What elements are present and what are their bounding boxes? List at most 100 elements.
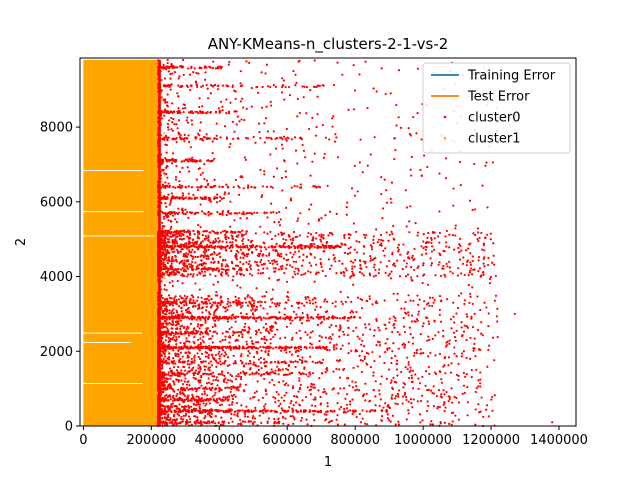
cluster0-point xyxy=(177,388,180,391)
cluster0-point xyxy=(177,95,180,98)
cluster0-point xyxy=(166,101,169,104)
cluster0-point xyxy=(442,335,445,338)
cluster1-point xyxy=(148,310,151,313)
cluster0-point xyxy=(162,376,165,379)
cluster0-point xyxy=(349,403,352,406)
cluster0-point xyxy=(210,261,213,264)
cluster0-point xyxy=(250,239,253,243)
cluster0-point xyxy=(187,134,190,137)
cluster0-point xyxy=(496,335,499,339)
cluster0-point xyxy=(181,399,184,402)
cluster0-point xyxy=(480,396,483,399)
cluster0-point xyxy=(342,387,346,390)
cluster0-point xyxy=(348,233,351,236)
cluster0-point xyxy=(160,280,163,283)
cluster0-point xyxy=(390,230,393,233)
cluster0-point xyxy=(161,276,164,279)
cluster0-point xyxy=(443,364,446,367)
cluster0-point xyxy=(185,340,188,343)
cluster0-point xyxy=(279,349,283,352)
cluster0-point xyxy=(250,251,254,254)
cluster0-point xyxy=(424,316,428,319)
cluster0-point xyxy=(164,166,168,169)
cluster0-point xyxy=(419,168,422,172)
cluster0-point xyxy=(466,315,469,318)
cluster0-point xyxy=(391,232,394,235)
cluster0-point xyxy=(339,327,342,330)
cluster0-point xyxy=(347,351,350,355)
cluster0-point xyxy=(253,304,256,307)
cluster0-point xyxy=(445,241,448,244)
cluster1-point xyxy=(153,212,156,214)
cluster0-point xyxy=(299,383,302,387)
cluster0-point xyxy=(181,107,184,110)
cluster0-point xyxy=(230,412,233,416)
cluster0-point xyxy=(186,116,189,119)
cluster0-point xyxy=(473,162,476,166)
cluster0-point xyxy=(372,266,376,269)
cluster0-point xyxy=(180,324,184,327)
cluster0-point xyxy=(164,181,167,184)
cluster0-point xyxy=(241,242,245,245)
cluster0-point xyxy=(210,349,213,352)
cluster0-point xyxy=(169,386,173,390)
cluster0-point xyxy=(169,201,172,204)
cluster0-point xyxy=(401,402,404,405)
cluster0-point xyxy=(188,317,191,320)
cluster0-point xyxy=(199,368,202,371)
cluster0-point xyxy=(192,366,195,369)
cluster0-point xyxy=(171,152,175,155)
cluster0-point xyxy=(170,116,173,120)
cluster1-point xyxy=(163,132,165,135)
cluster0-point xyxy=(463,299,467,302)
cluster0-point xyxy=(162,234,166,238)
cluster0-point xyxy=(285,127,288,131)
cluster1-point xyxy=(146,110,149,113)
cluster0-point xyxy=(292,394,296,398)
cluster0-point xyxy=(268,381,271,384)
cluster0-point xyxy=(165,373,168,376)
cluster0-point xyxy=(255,305,259,309)
cluster0-point xyxy=(161,225,164,228)
cluster1-point xyxy=(151,261,154,264)
cluster0-point xyxy=(482,270,485,274)
cluster0-point xyxy=(202,387,205,390)
cluster0-point xyxy=(204,399,208,402)
cluster0-point xyxy=(255,331,259,334)
cluster1-point xyxy=(153,421,155,424)
cluster0-point xyxy=(379,398,382,401)
cluster0-point xyxy=(285,253,288,256)
cluster0-point xyxy=(157,307,160,310)
cluster0-point xyxy=(206,243,209,246)
cluster1-point xyxy=(151,285,154,287)
cluster0-point xyxy=(186,235,189,238)
cluster0-point xyxy=(466,401,469,404)
cluster0-point xyxy=(272,335,275,339)
cluster0-point xyxy=(172,423,175,426)
cluster0-point xyxy=(265,63,268,66)
cluster0-point xyxy=(461,334,464,337)
cluster0-point xyxy=(290,353,293,356)
cluster0-point xyxy=(496,307,499,310)
cluster0-point xyxy=(241,420,245,423)
cluster0-point xyxy=(157,291,160,294)
cluster0-point xyxy=(168,358,171,361)
cluster0-point xyxy=(172,233,175,236)
cluster0-point xyxy=(458,243,461,246)
cluster0-point xyxy=(313,152,316,155)
cluster0-point xyxy=(179,361,182,364)
cluster0-point xyxy=(429,389,433,392)
cluster0-point xyxy=(494,294,498,297)
cluster0-point xyxy=(206,297,209,300)
cluster0-point xyxy=(185,304,188,307)
cluster0-point xyxy=(255,390,259,393)
cluster0-point xyxy=(184,262,187,265)
cluster0-point xyxy=(253,372,256,375)
cluster0-point xyxy=(352,366,355,369)
cluster0-point xyxy=(174,354,177,357)
cluster0-point xyxy=(318,376,321,380)
cluster0-point xyxy=(407,363,410,366)
cluster0-point xyxy=(213,178,216,181)
cluster0-point xyxy=(182,342,186,345)
cluster0-point xyxy=(358,240,361,244)
